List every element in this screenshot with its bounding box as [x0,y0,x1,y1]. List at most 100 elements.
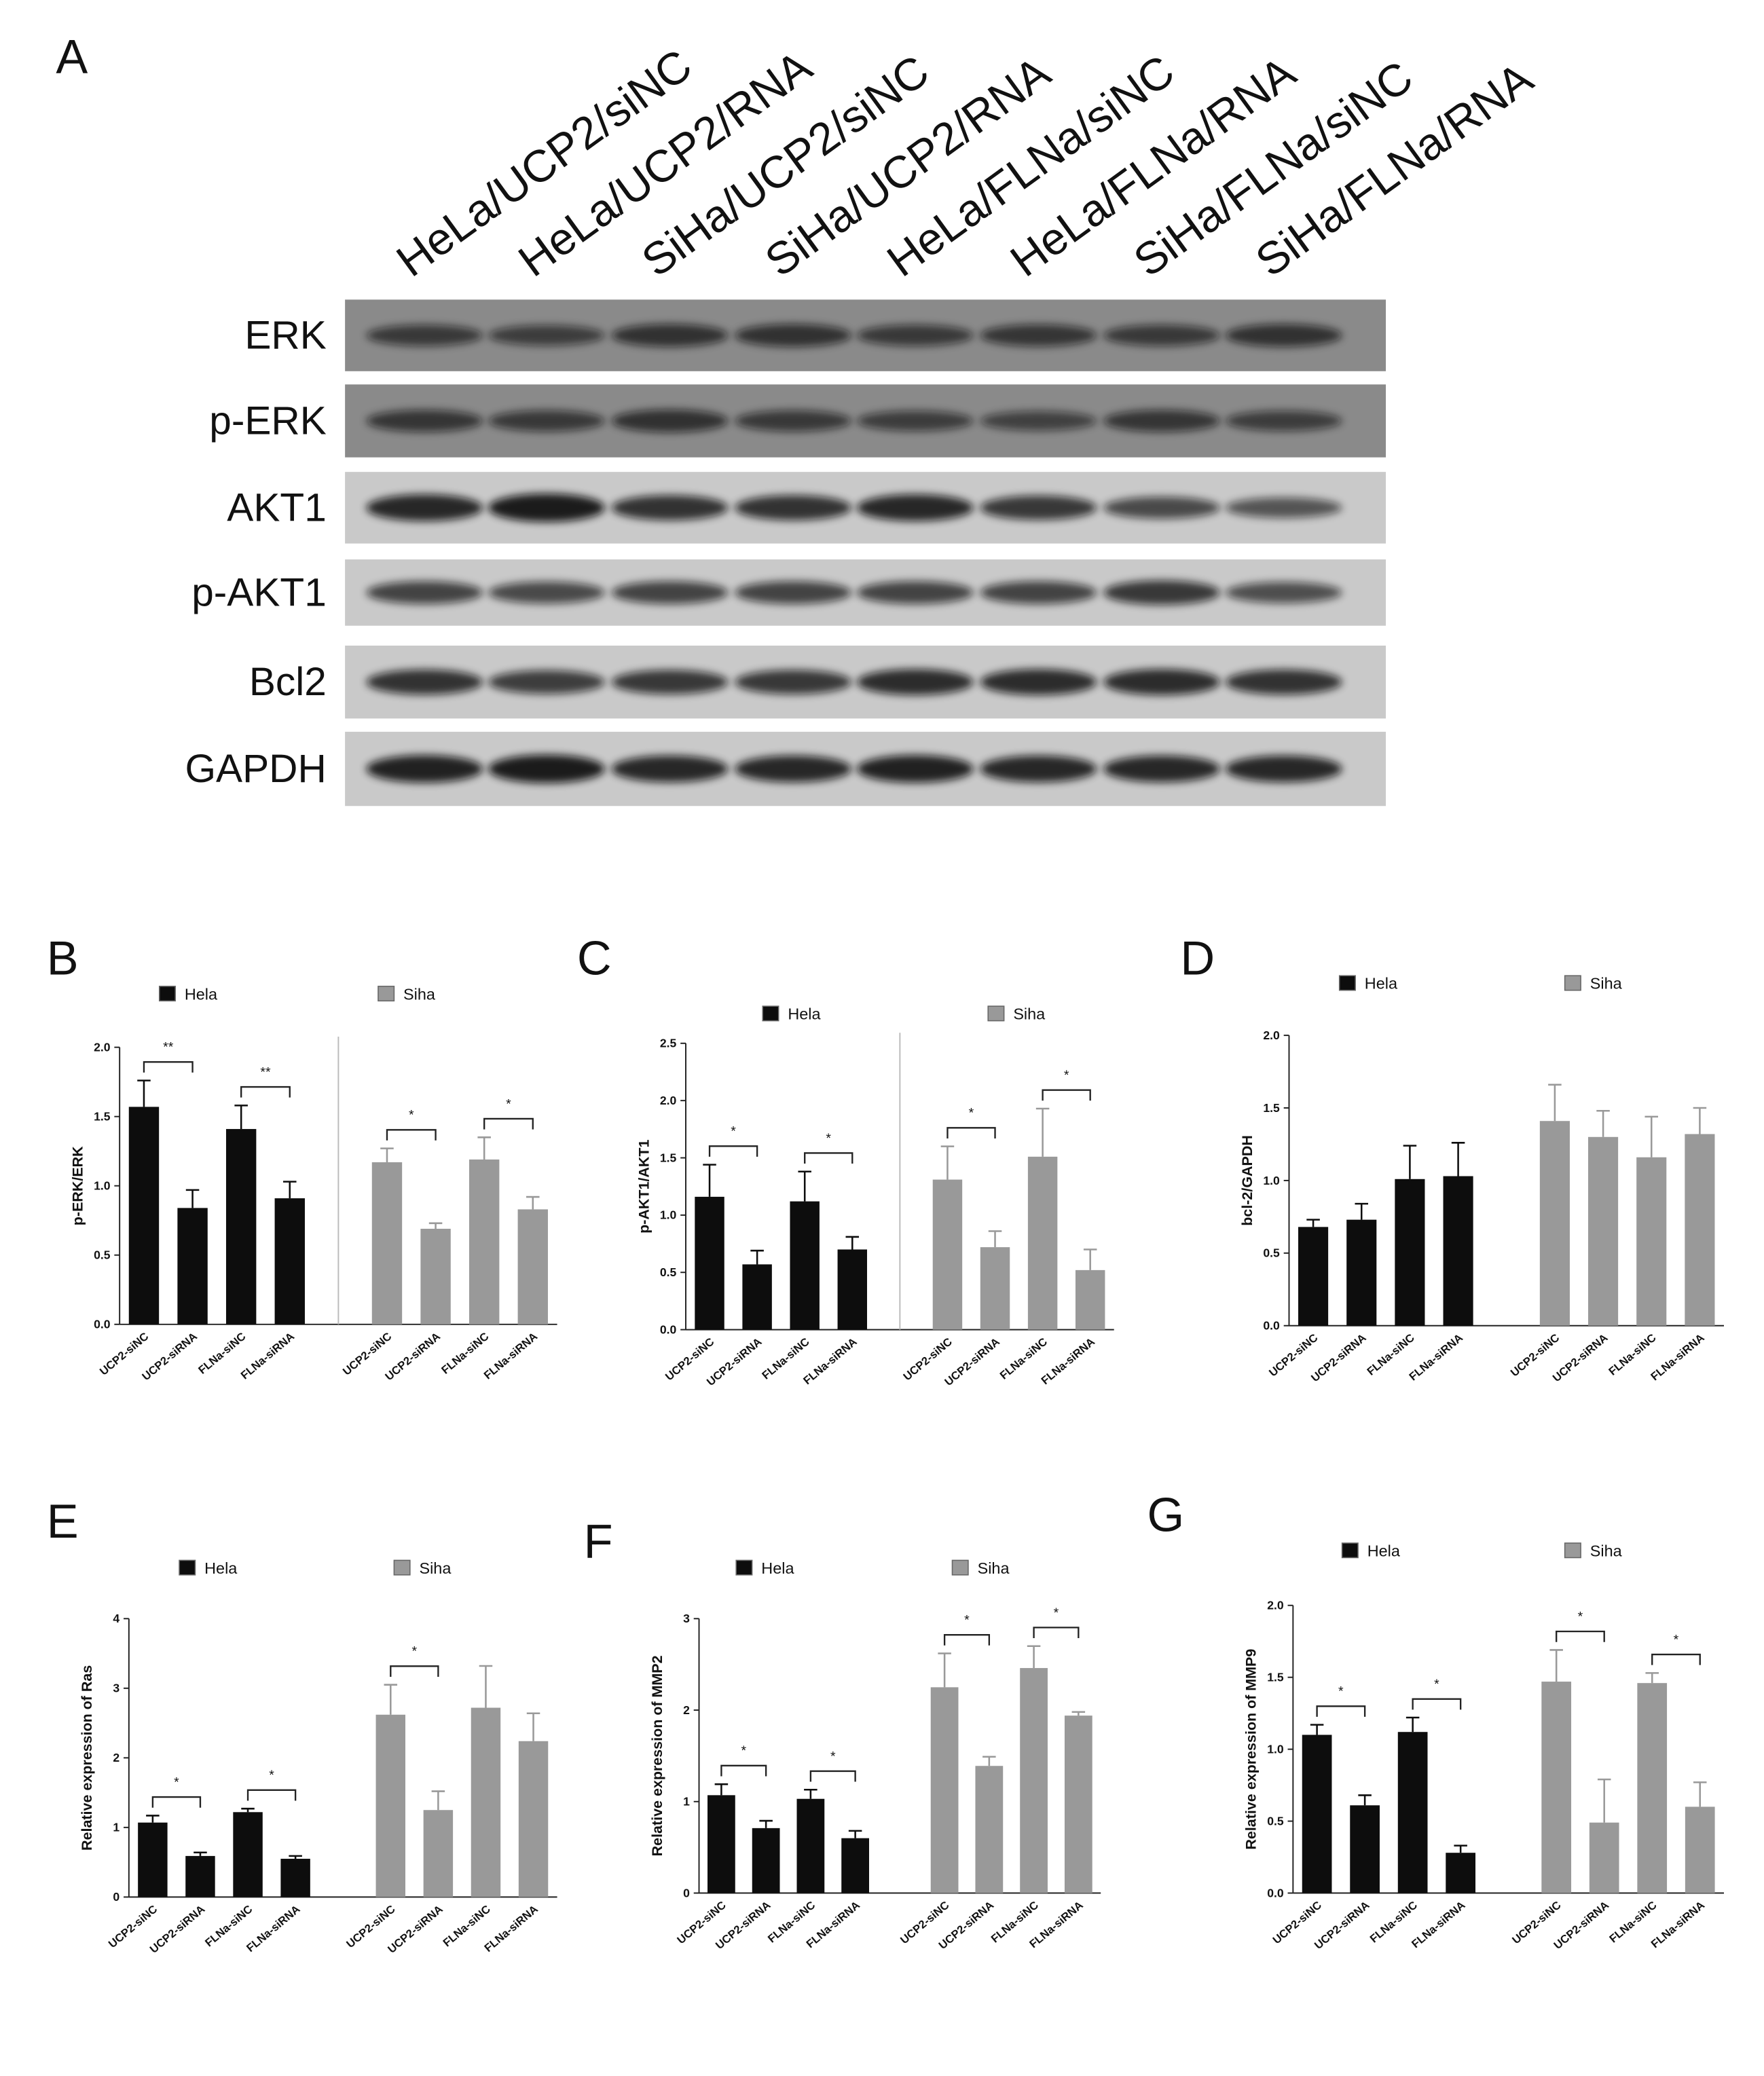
bar [1064,1716,1092,1893]
blot-band [856,755,974,783]
bar [1020,1668,1048,1893]
blot-band [1103,496,1220,519]
significance-label: * [1434,1677,1439,1692]
y-tick-label: 2 [683,1703,690,1717]
significance-label: ** [260,1064,271,1079]
y-tick-label: 1.5 [94,1110,111,1124]
panel-letter: A [56,29,88,83]
bar [420,1228,451,1324]
y-tick-label: 0.5 [660,1265,677,1279]
legend-label: Siha [403,985,436,1003]
blot-row-label: AKT1 [227,485,327,530]
significance-bracket [809,1770,856,1782]
legend-label: Siha [1590,975,1623,993]
legend-swatch [158,986,176,1002]
significance-label: * [731,1124,736,1139]
y-tick-label: 1.5 [1263,1101,1280,1115]
y-tick-label: 3 [683,1612,690,1625]
blot-band [488,581,605,604]
significance-label: * [269,1768,274,1783]
bar [975,1766,1004,1893]
bar [128,1107,160,1324]
significance-bracket [1033,1627,1080,1639]
blot-band [611,495,729,521]
bar [1075,1269,1105,1330]
blot-band [980,495,1097,520]
bar [185,1855,215,1897]
blot-band [735,495,852,521]
blot-band [735,324,852,347]
legend-label: Hela [1367,1542,1401,1560]
y-tick-label: 0.0 [1263,1319,1280,1333]
y-axis-label: bcl-2/GAPDH [1239,1135,1255,1226]
significance-label: * [741,1743,746,1758]
blot-band [488,410,605,432]
bar [423,1810,454,1897]
y-tick-label: 1 [683,1795,690,1809]
significance-label: * [506,1096,511,1111]
y-axis-label: Relative expression of MMP9 [1243,1649,1260,1850]
y-axis-label: Relative expression of MMP2 [649,1655,665,1856]
legend-label: Siha [1013,1005,1046,1023]
legend-swatch [1564,1542,1581,1559]
bar [1302,1735,1332,1893]
significance-bracket [240,1086,291,1098]
y-tick-label: 3 [113,1682,120,1695]
significance-label: * [969,1106,974,1121]
blot-row-label: ERK [244,314,326,358]
significance-label: * [830,1749,836,1764]
significance-label: * [412,1644,418,1659]
legend-label: Siha [978,1559,1010,1577]
panel-letter: G [1147,1487,1185,1541]
significance-bracket [151,1796,202,1808]
legend-swatch [987,1005,1005,1022]
blot-band [735,755,852,783]
bar [1636,1157,1667,1326]
significance-bracket [1556,1630,1605,1642]
blot-band [366,409,483,432]
blot-band [856,494,974,521]
blot-band [611,755,729,783]
blot-row-label: Bcl2 [249,660,327,704]
significance-label: ** [163,1040,174,1055]
bar [1637,1683,1668,1893]
bar [742,1264,772,1330]
legend-label: Hela [185,985,218,1003]
bar [1589,1822,1619,1893]
bar [796,1798,825,1893]
y-tick-label: 2.0 [1267,1599,1284,1612]
bar [233,1812,263,1897]
blot-band [735,581,852,604]
bar [1541,1682,1572,1893]
bar [695,1196,724,1330]
blot-band [366,669,483,695]
panel-letter: B [47,931,79,984]
bar [930,1687,959,1893]
bar [790,1201,820,1330]
y-tick-label: 0.5 [1267,1814,1284,1828]
blot-band [488,494,605,522]
y-tick-label: 1.0 [1267,1743,1284,1756]
bar [274,1198,305,1324]
bar [371,1162,403,1324]
y-tick-label: 0.0 [94,1318,111,1331]
blot-band [1225,669,1342,695]
bar [980,1247,1010,1330]
blot-row-label: p-ERK [209,399,327,443]
blot-band [366,494,483,521]
legend-label: Hela [204,1559,238,1577]
blot-band [856,410,974,432]
significance-bracket [947,1127,996,1138]
legend-swatch [1338,975,1356,991]
bar [1298,1227,1329,1326]
legend-label: Hela [788,1005,821,1023]
y-tick-label: 2.0 [1263,1028,1280,1042]
significance-bracket [386,1129,437,1141]
y-tick-label: 1.5 [660,1151,677,1164]
blot-band [488,754,605,783]
y-tick-label: 1.0 [1263,1174,1280,1187]
bar [1395,1179,1425,1326]
significance-bracket [1316,1705,1366,1717]
significance-label: * [826,1131,831,1146]
